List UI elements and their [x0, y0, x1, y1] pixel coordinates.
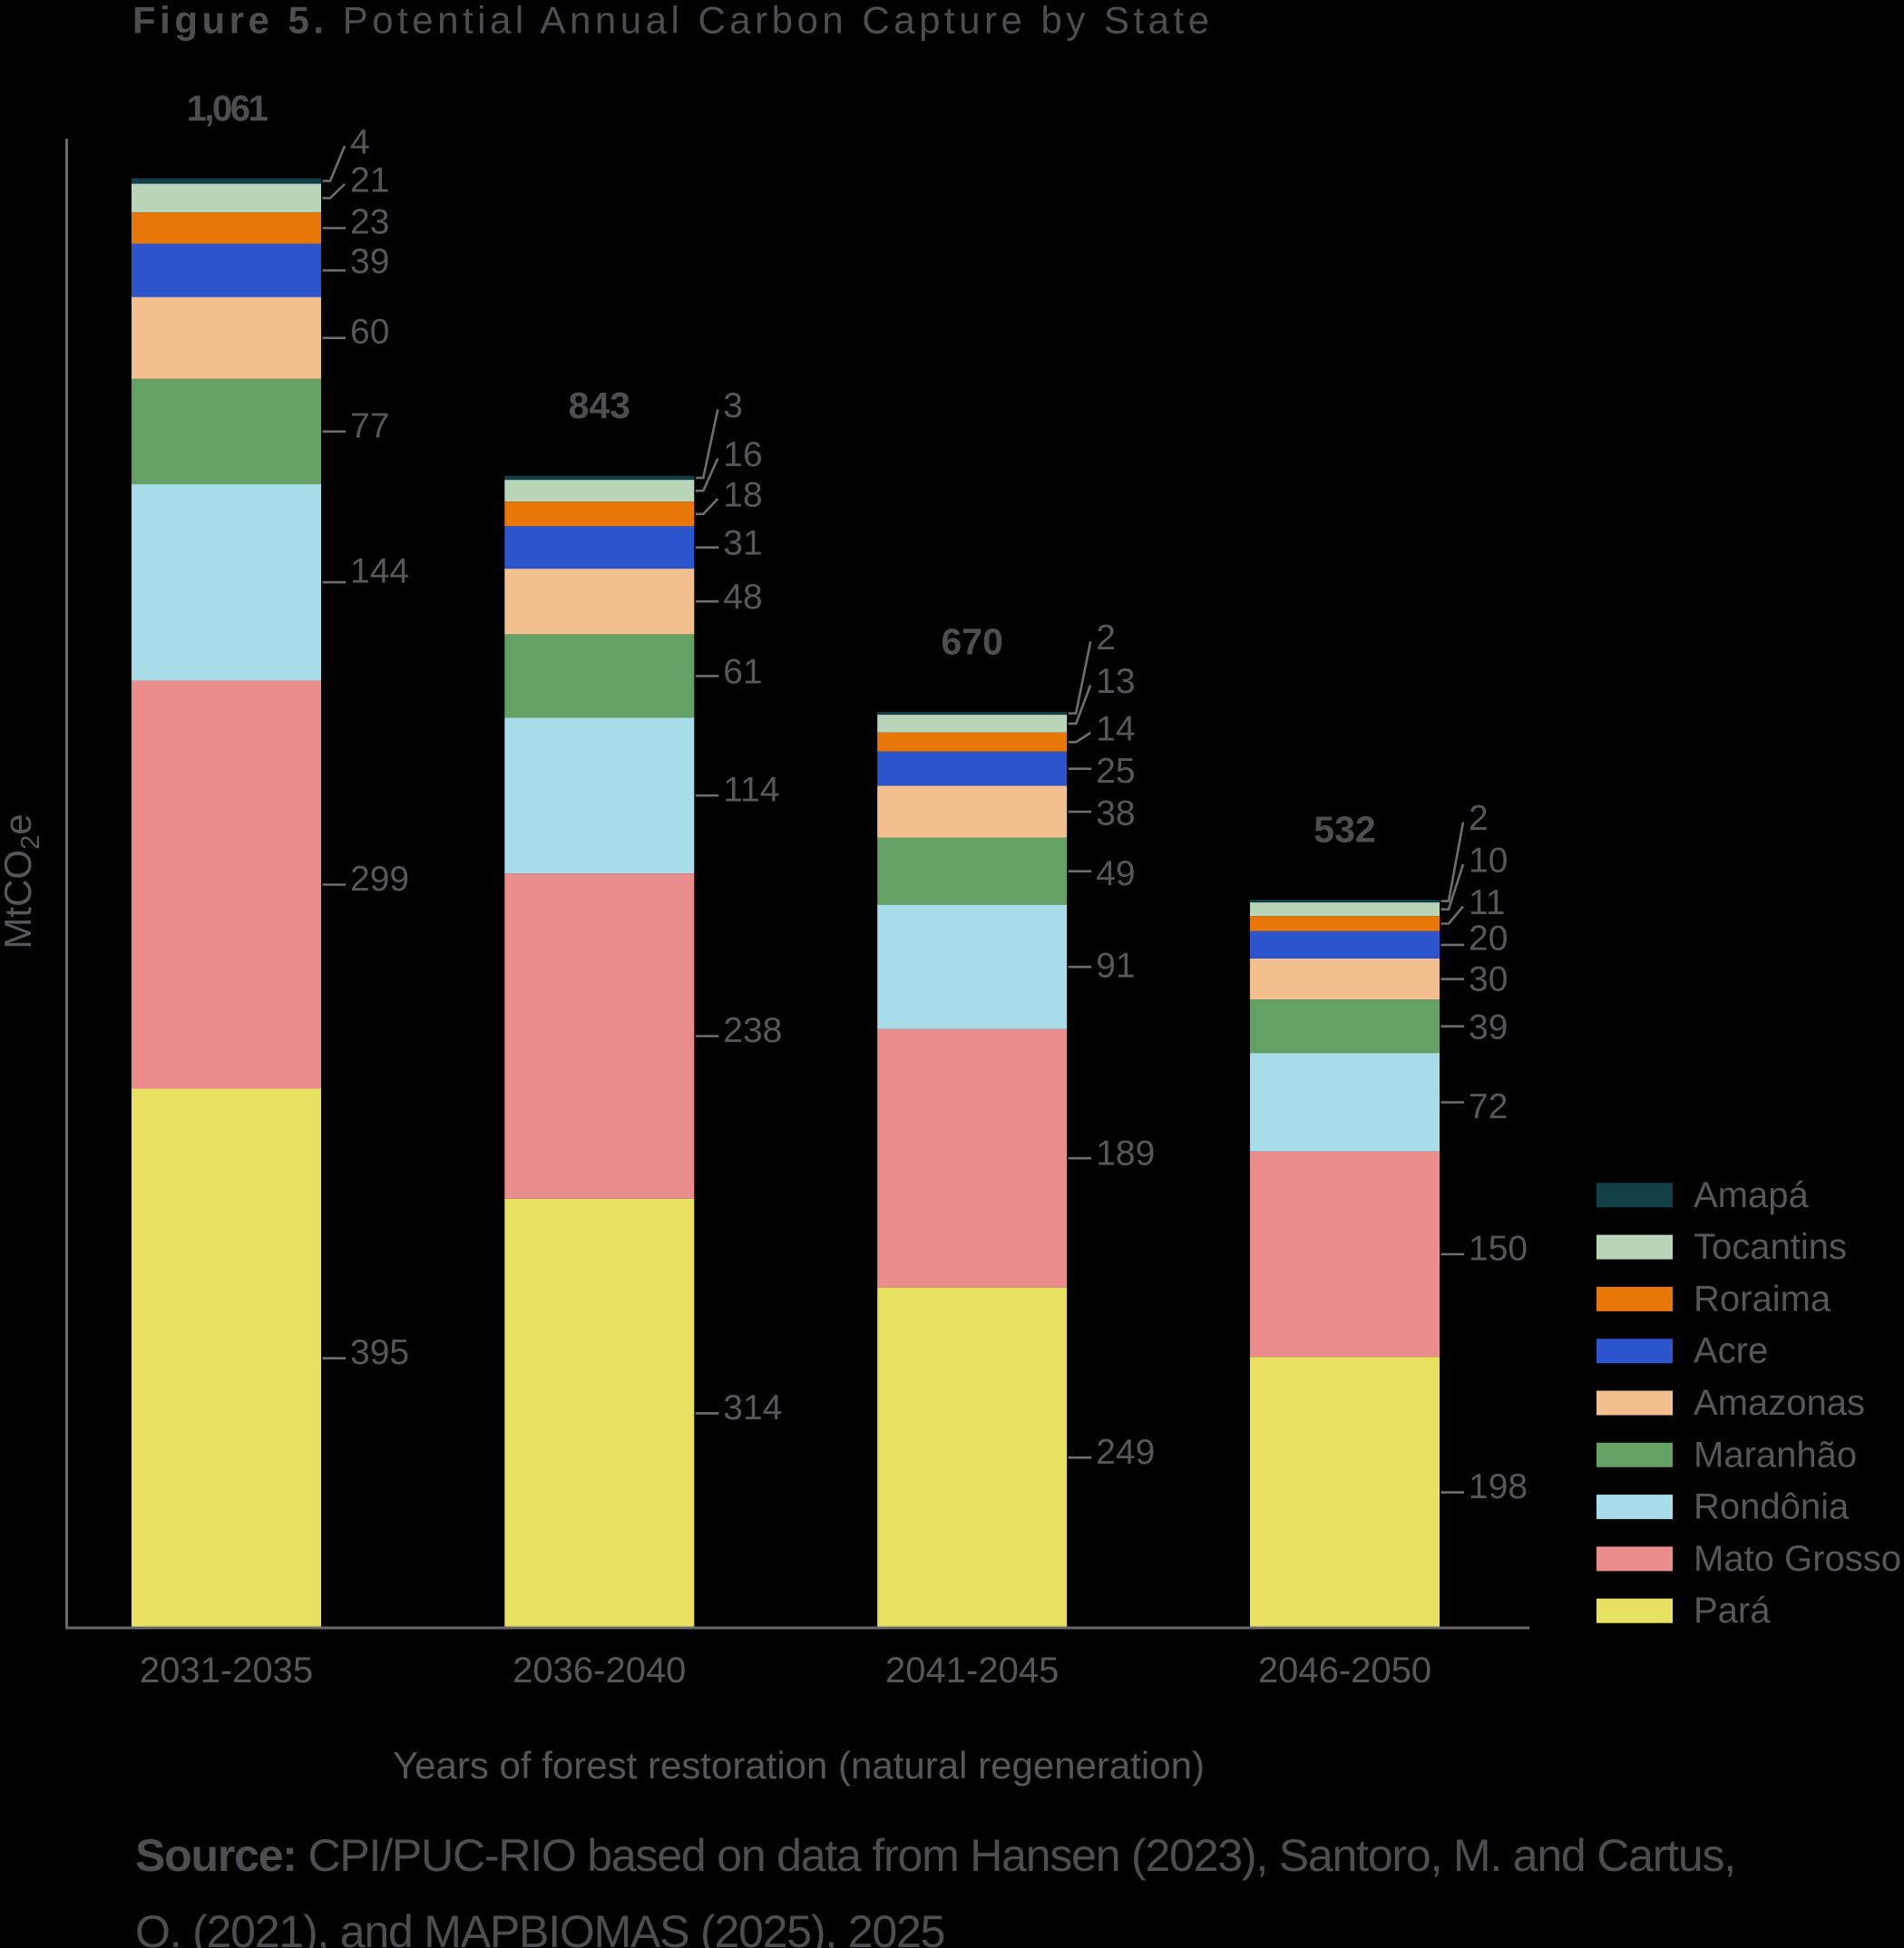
svg-text:31: 31 [723, 524, 762, 563]
svg-text:25: 25 [1096, 752, 1135, 791]
svg-text:2046-2050: 2046-2050 [1258, 1651, 1431, 1690]
svg-text:2031-2035: 2031-2035 [140, 1651, 313, 1690]
svg-text:Amazonas: Amazonas [1694, 1383, 1865, 1423]
svg-text:144: 144 [350, 551, 409, 590]
svg-text:Mato Grosso: Mato Grosso [1694, 1539, 1901, 1579]
svg-text:249: 249 [1096, 1433, 1155, 1472]
svg-text:Maranhão: Maranhão [1694, 1435, 1857, 1475]
svg-text:39: 39 [1469, 1008, 1508, 1047]
svg-text:O. (2021), and MAPBIOMAS (2025: O. (2021), and MAPBIOMAS (2025), 2025 [135, 1906, 944, 1948]
svg-text:Pará: Pará [1694, 1591, 1771, 1631]
svg-text:48: 48 [723, 578, 762, 617]
svg-text:61: 61 [723, 653, 762, 692]
svg-text:114: 114 [723, 771, 779, 810]
svg-text:238: 238 [723, 1011, 782, 1050]
svg-text:Roraima: Roraima [1694, 1279, 1831, 1319]
svg-text:77: 77 [350, 406, 389, 445]
svg-text:21: 21 [350, 161, 389, 200]
svg-text:2036-2040: 2036-2040 [513, 1651, 686, 1690]
svg-text:1,061: 1,061 [187, 89, 269, 129]
svg-text:Acre: Acre [1694, 1331, 1768, 1371]
svg-text:2: 2 [1096, 618, 1116, 657]
svg-text:395: 395 [350, 1333, 409, 1372]
svg-text:2: 2 [1469, 799, 1489, 838]
svg-text:91: 91 [1096, 947, 1135, 986]
svg-text:Tocantins: Tocantins [1694, 1227, 1847, 1267]
svg-text:299: 299 [350, 860, 409, 899]
svg-text:Rondônia: Rondônia [1694, 1487, 1850, 1527]
svg-text:Source: CPI/PUC-RIO based on d: Source: CPI/PUC-RIO based on data from H… [135, 1830, 1735, 1881]
svg-text:843: 843 [569, 385, 630, 426]
svg-text:150: 150 [1469, 1230, 1528, 1269]
svg-text:314: 314 [723, 1388, 782, 1427]
svg-text:10: 10 [1469, 842, 1508, 881]
svg-text:3: 3 [723, 386, 743, 425]
svg-text:30: 30 [1469, 960, 1508, 999]
svg-text:198: 198 [1469, 1467, 1528, 1506]
svg-text:532: 532 [1313, 809, 1375, 851]
svg-text:20: 20 [1469, 920, 1508, 959]
svg-text:49: 49 [1096, 854, 1135, 893]
svg-text:Figure 5. Potential Annual Car: Figure 5. Potential Annual Carbon Captur… [132, 0, 1214, 42]
svg-text:38: 38 [1096, 794, 1135, 833]
svg-text:16: 16 [723, 435, 762, 474]
svg-text:189: 189 [1096, 1135, 1155, 1174]
svg-text:39: 39 [350, 242, 389, 281]
svg-text:4: 4 [350, 123, 370, 162]
svg-text:14: 14 [1096, 710, 1135, 749]
svg-text:11: 11 [1469, 883, 1506, 922]
svg-text:2041-2045: 2041-2045 [885, 1651, 1059, 1690]
svg-text:MtCO2e: MtCO2e [0, 813, 45, 949]
svg-text:13: 13 [1096, 662, 1135, 701]
svg-text:60: 60 [350, 313, 389, 352]
svg-text:Amapá: Amapá [1694, 1175, 1809, 1215]
svg-text:670: 670 [941, 621, 1002, 663]
svg-text:23: 23 [350, 203, 389, 242]
svg-text:Years of forest restoration (n: Years of forest restoration (natural reg… [393, 1744, 1205, 1787]
svg-text:18: 18 [723, 475, 762, 514]
svg-text:72: 72 [1469, 1087, 1508, 1126]
